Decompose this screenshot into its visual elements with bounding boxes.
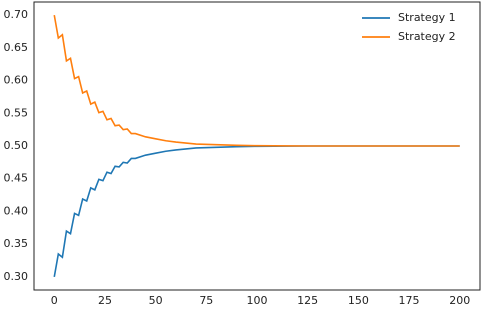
- y-tick-label: 0.40: [4, 204, 29, 217]
- plot-frame: [33, 1, 481, 291]
- x-tick-label: 200: [449, 294, 470, 307]
- x-tick-label: 0: [51, 294, 58, 307]
- y-tick-label: 0.30: [4, 270, 29, 283]
- series-line: [53, 14, 460, 147]
- x-tick-label: 175: [399, 294, 420, 307]
- y-tick-label: 0.65: [4, 41, 29, 54]
- y-tick-label: 0.45: [4, 172, 29, 185]
- x-tick-label: 25: [98, 294, 112, 307]
- x-tick-label: 100: [247, 294, 268, 307]
- y-tick-label: 0.35: [4, 237, 29, 250]
- y-tick-label: 0.60: [4, 74, 29, 87]
- y-tick-label: 0.55: [4, 106, 29, 119]
- y-tick-label: 0.50: [4, 139, 29, 152]
- y-tick-label: 0.70: [4, 8, 29, 21]
- legend-label: Strategy 1: [398, 11, 456, 24]
- legend-label: Strategy 2: [398, 30, 456, 43]
- x-tick-label: 150: [348, 294, 369, 307]
- x-tick-label: 50: [149, 294, 163, 307]
- x-tick-label: 125: [297, 294, 318, 307]
- x-tick-label: 75: [199, 294, 213, 307]
- series-line: [53, 145, 460, 278]
